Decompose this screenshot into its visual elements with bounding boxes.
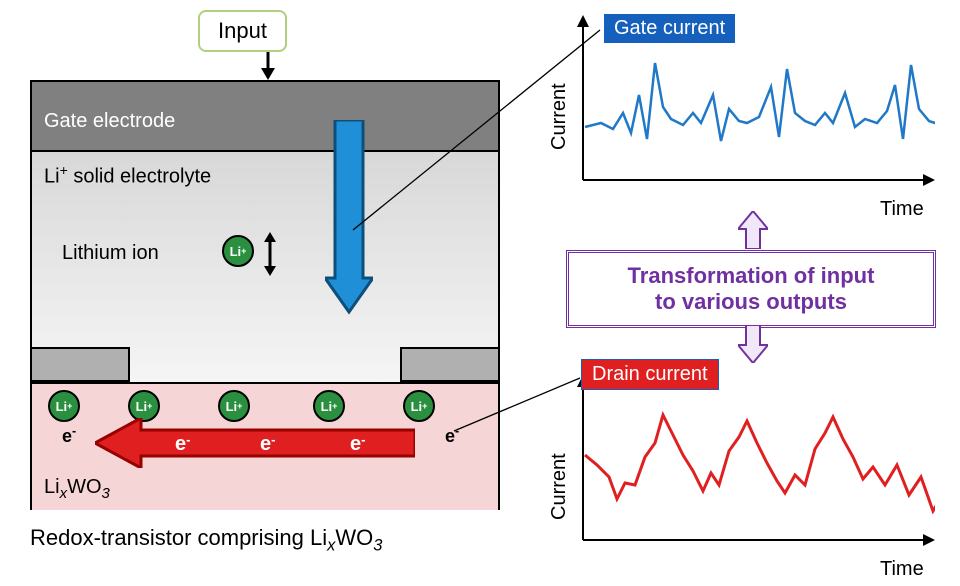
transformation-box: Transformation of input to various outpu… [566, 250, 936, 328]
electrolyte-label: Li+ solid electrolyte [44, 162, 211, 189]
li-ion-single: Li+ [222, 235, 254, 267]
drain-chart-title: Drain current [581, 359, 719, 390]
gate-chart-xlabel: Time [880, 198, 924, 221]
device-caption: Redox-transistor comprising LixWO3 [30, 525, 382, 555]
right-contact [400, 347, 500, 382]
left-contact [30, 347, 130, 382]
gate-chart-ylabel: Current [548, 83, 571, 150]
ion-transport-arrow [260, 230, 280, 278]
input-label: Input [218, 18, 267, 43]
purple-arrow-down [738, 325, 768, 363]
drain-current-chart [555, 375, 935, 555]
transform-line2: to various outputs [583, 289, 919, 315]
gate-chart-title: Gate current [604, 14, 735, 43]
lixwo3-label: LixWO3 [44, 476, 110, 502]
purple-arrow-up [738, 211, 768, 249]
input-box: Input [198, 10, 287, 52]
gate-electrode-label: Gate electrode [44, 110, 175, 133]
gate-electrode-layer: Gate electrode [32, 82, 498, 152]
gate-current-arrow [325, 120, 373, 315]
drain-current-arrow: e- e- e- [95, 418, 415, 468]
lithium-ion-label: Lithium ion [62, 242, 159, 265]
drain-chart-xlabel: Time [880, 558, 924, 581]
drain-chart-ylabel: Current [548, 453, 571, 520]
electron-label: e- [445, 424, 459, 447]
electron-label: e- [62, 424, 76, 447]
transform-line1: Transformation of input [583, 263, 919, 289]
li-ion-bottom: Li+ [48, 390, 80, 422]
input-to-gate-arrow [258, 52, 278, 82]
